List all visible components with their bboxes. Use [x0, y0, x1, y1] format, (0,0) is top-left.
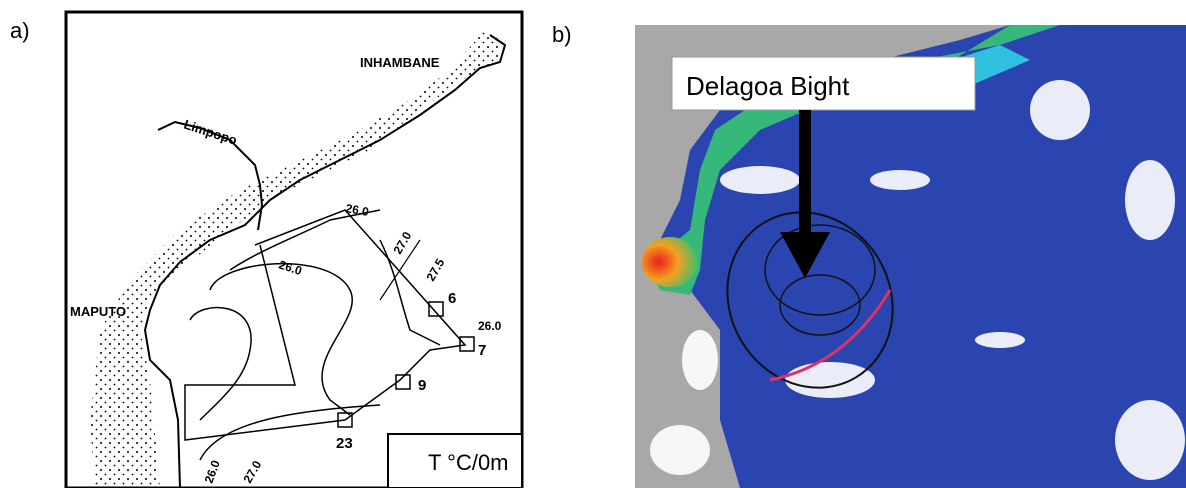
- place-label: MAPUTO: [70, 304, 126, 319]
- isotherm-label: 26.0: [478, 319, 502, 333]
- station-label: 23: [336, 435, 353, 452]
- station-label: 9: [418, 377, 426, 394]
- station-label: 6: [448, 290, 456, 307]
- panel-label: b): [552, 22, 572, 47]
- legend-label: T °C/0m: [428, 450, 509, 475]
- panel-a-map: [66, 12, 522, 488]
- station-label: 7: [478, 342, 486, 359]
- place-label: INHAMBANE: [360, 55, 440, 70]
- panel-label: a): [10, 18, 30, 43]
- figure: a) INHAMBANE Limpopo MAPUTO 26.0 27.0 27…: [0, 0, 1186, 488]
- callout-label: Delagoa Bight: [686, 71, 850, 101]
